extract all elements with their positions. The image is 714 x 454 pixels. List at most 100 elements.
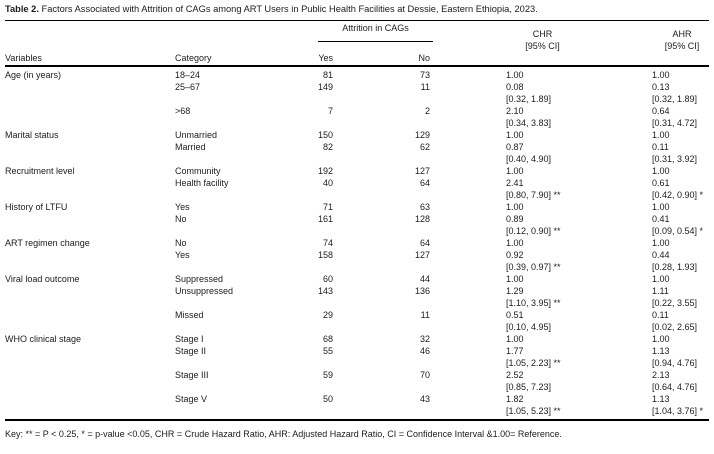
cell-ahr-value: 0.11 [652, 141, 669, 152]
cell-attrition-no-count [333, 93, 430, 105]
cell-variable [5, 285, 175, 297]
cell-attrition-yes-count: 60 [322, 273, 333, 284]
cell-chr-value: [1.05, 5.23] ** [506, 405, 561, 416]
cell-ahr-value: 1.11 [652, 285, 669, 296]
table-row: [0.40, 4.90] [0.31, 3.92] [5, 153, 709, 165]
cell-variable [5, 405, 175, 417]
cell-chr-value: 1.00 [506, 129, 524, 140]
column-spacer [430, 117, 506, 129]
cell-category: Yes [175, 201, 190, 212]
cell-chr-value: [0.80, 7.90] ** [506, 189, 561, 200]
cell-chr-value: 0.92 [506, 249, 524, 260]
cell-variable: Recruitment level [5, 165, 75, 176]
cell-category: Stage V [175, 393, 208, 404]
cell-ahr-value: [0.94, 4.76] [652, 357, 698, 368]
column-spacer [430, 393, 506, 405]
table-row: Viral load outcome Suppressed 60 44 1.00… [5, 273, 709, 285]
cell-variable [5, 357, 175, 369]
cell-attrition-yes-count [308, 405, 333, 417]
col-header-ahr-ci: [95% CI] [664, 41, 700, 52]
table-body: Age (in years) 18–24 81 73 1.00 1.00 25–… [5, 67, 709, 419]
cell-attrition-yes-count: 40 [322, 177, 333, 188]
column-spacer [430, 153, 506, 165]
cell-category: No [175, 213, 187, 224]
cell-chr-value: [0.40, 4.90] [506, 153, 552, 164]
cell-attrition-no-count [333, 405, 430, 417]
cell-chr-value: [0.85, 7.23] [506, 381, 552, 392]
cell-attrition-no-count: 43 [419, 393, 430, 404]
table-row: >68 7 2 2.10 0.64 [5, 105, 709, 117]
cell-attrition-no-count: 11 [420, 81, 430, 92]
cell-category [175, 381, 308, 393]
cell-variable [5, 261, 175, 273]
cell-ahr-value: 0.11 [652, 309, 669, 320]
column-spacer [430, 129, 506, 141]
table-row: Recruitment level Community 192 127 1.00… [5, 165, 709, 177]
col-header-category: Category [175, 53, 212, 64]
table-header: Attrition in CAGs Variables Category Yes… [5, 21, 709, 65]
cell-attrition-no-count [333, 189, 430, 201]
cell-variable [5, 369, 175, 381]
table-footnote-key: Key: ** = P < 0.25, * = p-value <0.05, C… [5, 428, 562, 439]
column-spacer [430, 381, 506, 393]
cell-chr-value: 1.00 [506, 69, 524, 80]
cell-attrition-no-count: 11 [420, 309, 430, 320]
cell-chr-value: 0.51 [506, 309, 524, 320]
cell-category: Suppressed [175, 273, 224, 284]
cell-attrition-no-count [333, 117, 430, 129]
table-row: Stage V 50 43 1.82 1.13 [5, 393, 709, 405]
cell-chr-value: 1.00 [506, 237, 524, 248]
cell-attrition-no-count [333, 225, 430, 237]
table-row: Age (in years) 18–24 81 73 1.00 1.00 [5, 69, 709, 81]
cell-ahr-value: 1.00 [652, 129, 670, 140]
cell-ahr-value: 1.13 [652, 393, 670, 404]
cell-ahr-value: [0.22, 3.55] [652, 297, 698, 308]
cell-attrition-yes-count [308, 117, 333, 129]
cell-attrition-no-count: 62 [419, 141, 430, 152]
table-row: [0.34, 3.83] [0.31, 4.72] [5, 117, 709, 129]
cell-category: Stage III [175, 369, 209, 380]
column-spacer [430, 141, 506, 153]
cell-ahr-value: [1.04, 3.76] * [652, 405, 704, 416]
cell-chr-value: [0.39, 0.97] ** [506, 261, 561, 272]
column-spacer [430, 201, 506, 213]
cell-ahr-value: 1.00 [652, 165, 670, 176]
cell-attrition-yes-count: 143 [317, 285, 333, 296]
cell-attrition-yes-count: 158 [317, 249, 333, 260]
cell-ahr-value: 1.00 [652, 273, 670, 284]
cell-ahr-value: 0.41 [652, 213, 670, 224]
cell-attrition-yes-count [308, 381, 333, 393]
cell-attrition-no-count [333, 357, 430, 369]
cell-variable [5, 345, 175, 357]
cell-chr-value: 2.41 [506, 177, 524, 188]
table-row: No 161 128 0.89 0.41 [5, 213, 709, 225]
cell-category [175, 93, 308, 105]
cell-ahr-value: [0.02, 2.65] [652, 321, 698, 332]
cell-chr-value: 1.00 [506, 273, 524, 284]
cell-category: 25–67 [175, 81, 201, 92]
cell-chr-value: 1.82 [506, 393, 524, 404]
cell-attrition-no-count: 127 [414, 249, 430, 260]
cell-attrition-yes-count: 7 [327, 105, 333, 116]
cell-chr-value: 1.00 [506, 165, 524, 176]
cell-category: Yes [175, 249, 190, 260]
cell-ahr-value: 1.00 [652, 201, 670, 212]
cell-chr-value: 2.52 [506, 369, 524, 380]
cell-ahr-value: 1.00 [652, 69, 670, 80]
cell-attrition-no-count [333, 381, 430, 393]
cell-attrition-no-count [333, 153, 430, 165]
header-bottom-rule [5, 65, 709, 67]
column-spacer [430, 105, 506, 117]
col-header-chr-abbrev: CHR [532, 29, 553, 40]
cell-attrition-yes-count: 149 [317, 81, 333, 92]
cell-variable: History of LTFU [5, 201, 68, 212]
spanner-label-attrition: Attrition in CAGs [342, 23, 409, 34]
cell-category: Health facility [175, 177, 229, 188]
cell-variable: ART regimen change [5, 237, 90, 248]
table-row: [1.10, 3.95] ** [0.22, 3.55] [5, 297, 709, 309]
cell-category [175, 225, 308, 237]
cell-ahr-value: [0.31, 3.92] [652, 153, 698, 164]
cell-chr-value: 1.77 [506, 345, 524, 356]
cell-attrition-yes-count: 192 [317, 165, 333, 176]
